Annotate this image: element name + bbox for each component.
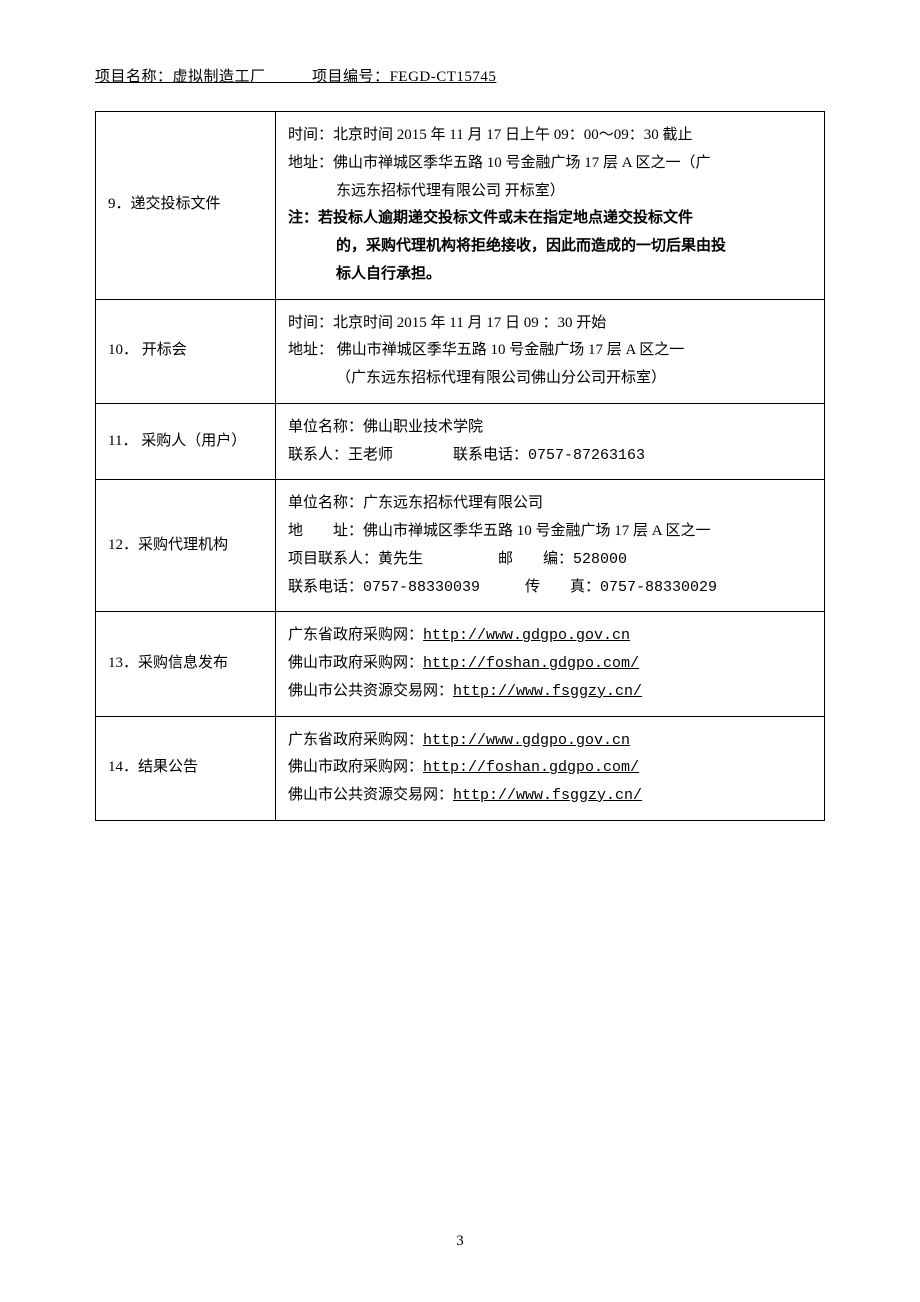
- row-label: 12．采购代理机构: [96, 480, 276, 612]
- project-code-value: FEGD-CT15745: [390, 69, 497, 85]
- site-label: 广东省政府采购网：: [288, 627, 423, 643]
- row-label: 13．采购信息发布: [96, 612, 276, 716]
- r9-addr1: 地址：佛山市禅城区季华五路 10 号金融广场 17 层 A 区之一（广: [288, 150, 812, 178]
- site-url: http://foshan.gdgpo.com/: [423, 655, 639, 672]
- r13-site3: 佛山市公共资源交易网：http://www.fsggzy.cn/: [288, 678, 812, 706]
- site-url: http://www.gdgpo.gov.cn: [423, 732, 630, 749]
- project-name-value: 虚拟制造工厂: [173, 69, 266, 85]
- r13-site2: 佛山市政府采购网：http://foshan.gdgpo.com/: [288, 650, 812, 678]
- r9-note3: 标人自行承担。: [288, 261, 812, 289]
- site-url: http://foshan.gdgpo.com/: [423, 759, 639, 776]
- page-number: 3: [0, 1233, 920, 1250]
- site-url: http://www.fsggzy.cn/: [453, 787, 642, 804]
- row-content: 单位名称：广东远东招标代理有限公司 地 址：佛山市禅城区季华五路 10 号金融广…: [276, 480, 825, 612]
- row-content: 时间：北京时间 2015 年 11 月 17 日 09 ：30 开始 地址： 佛…: [276, 299, 825, 403]
- row-label: 14．结果公告: [96, 716, 276, 820]
- row-content: 广东省政府采购网：http://www.gdgpo.gov.cn 佛山市政府采购…: [276, 612, 825, 716]
- r12-contact: 项目联系人：黄先生 邮 编：528000: [288, 546, 812, 574]
- site-label: 佛山市公共资源交易网：: [288, 683, 453, 699]
- r13-site1: 广东省政府采购网：http://www.gdgpo.gov.cn: [288, 622, 812, 650]
- r9-time: 时间：北京时间 2015 年 11 月 17 日上午 09：00～09：30 截…: [288, 122, 812, 150]
- table-row: 11． 采购人（用户） 单位名称：佛山职业技术学院 联系人：王老师 联系电话：0…: [96, 403, 825, 480]
- r14-site2: 佛山市政府采购网：http://foshan.gdgpo.com/: [288, 754, 812, 782]
- r10-addr2: （广东远东招标代理有限公司佛山分公司开标室）: [288, 365, 812, 393]
- project-code-label: 项目编号：: [312, 69, 390, 85]
- r11-contact: 联系人：王老师 联系电话：0757-87263163: [288, 442, 812, 470]
- row-label: 9．递交投标文件: [96, 112, 276, 300]
- r12-org: 单位名称：广东远东招标代理有限公司: [288, 490, 812, 518]
- r9-addr2: 东远东招标代理有限公司 开标室）: [288, 178, 812, 206]
- row-label: 11． 采购人（用户）: [96, 403, 276, 480]
- site-label: 佛山市公共资源交易网：: [288, 787, 453, 803]
- table-row: 14．结果公告 广东省政府采购网：http://www.gdgpo.gov.cn…: [96, 716, 825, 820]
- table-row: 13．采购信息发布 广东省政府采购网：http://www.gdgpo.gov.…: [96, 612, 825, 716]
- document-page: 项目名称：虚拟制造工厂 项目编号：FEGD-CT15745 9．递交投标文件 时…: [0, 0, 920, 821]
- r9-note1: 注：若投标人逾期递交投标文件或未在指定地点递交投标文件: [288, 205, 812, 233]
- row-label: 10． 开标会: [96, 299, 276, 403]
- row-content: 时间：北京时间 2015 年 11 月 17 日上午 09：00～09：30 截…: [276, 112, 825, 300]
- header-line: 项目名称：虚拟制造工厂 项目编号：FEGD-CT15745: [95, 65, 825, 86]
- r12-phone: 联系电话：0757-88330039 传 真：0757-88330029: [288, 574, 812, 602]
- row-content: 单位名称：佛山职业技术学院 联系人：王老师 联系电话：0757-87263163: [276, 403, 825, 480]
- site-label: 广东省政府采购网：: [288, 732, 423, 748]
- site-url: http://www.gdgpo.gov.cn: [423, 627, 630, 644]
- r10-addr1: 地址： 佛山市禅城区季华五路 10 号金融广场 17 层 A 区之一: [288, 337, 812, 365]
- site-label: 佛山市政府采购网：: [288, 655, 423, 671]
- r10-time: 时间：北京时间 2015 年 11 月 17 日 09 ：30 开始: [288, 310, 812, 338]
- r14-site3: 佛山市公共资源交易网：http://www.fsggzy.cn/: [288, 782, 812, 810]
- r9-note2: 的，采购代理机构将拒绝接收，因此而造成的一切后果由投: [288, 233, 812, 261]
- info-table: 9．递交投标文件 时间：北京时间 2015 年 11 月 17 日上午 09：0…: [95, 111, 825, 821]
- header-spacer: [266, 69, 313, 85]
- r14-site1: 广东省政府采购网：http://www.gdgpo.gov.cn: [288, 727, 812, 755]
- table-row: 9．递交投标文件 时间：北京时间 2015 年 11 月 17 日上午 09：0…: [96, 112, 825, 300]
- r12-addr: 地 址：佛山市禅城区季华五路 10 号金融广场 17 层 A 区之一: [288, 518, 812, 546]
- table-row: 12．采购代理机构 单位名称：广东远东招标代理有限公司 地 址：佛山市禅城区季华…: [96, 480, 825, 612]
- table-row: 10． 开标会 时间：北京时间 2015 年 11 月 17 日 09 ：30 …: [96, 299, 825, 403]
- site-label: 佛山市政府采购网：: [288, 759, 423, 775]
- r11-org: 单位名称：佛山职业技术学院: [288, 414, 812, 442]
- project-name-label: 项目名称：: [95, 69, 173, 85]
- row-content: 广东省政府采购网：http://www.gdgpo.gov.cn 佛山市政府采购…: [276, 716, 825, 820]
- site-url: http://www.fsggzy.cn/: [453, 683, 642, 700]
